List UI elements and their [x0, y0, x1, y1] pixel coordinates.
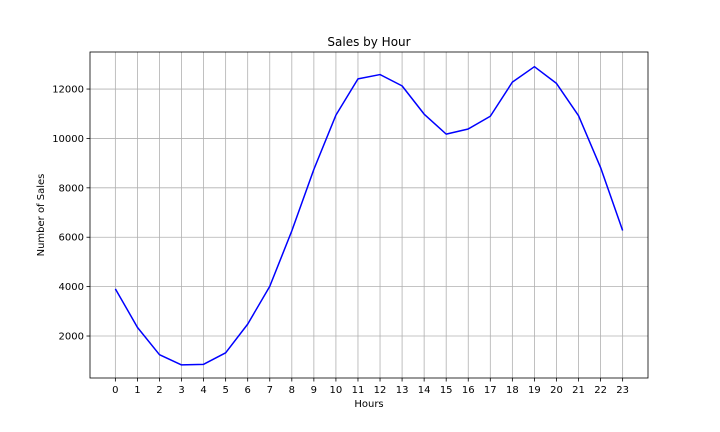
x-tick-label: 22	[594, 385, 607, 396]
x-tick-label: 7	[267, 385, 273, 396]
y-tick-label: 10000	[52, 134, 84, 145]
x-tick-label: 12	[374, 385, 387, 396]
x-tick-label: 10	[330, 385, 343, 396]
chart-title: Sales by Hour	[327, 35, 410, 49]
x-tick-label: 5	[222, 385, 228, 396]
x-tick-label: 3	[178, 385, 184, 396]
x-tick-label: 11	[352, 385, 365, 396]
x-tick-label: 20	[550, 385, 563, 396]
x-tick-label: 14	[418, 385, 431, 396]
x-tick-label: 16	[462, 385, 475, 396]
x-tick-label: 6	[245, 385, 251, 396]
x-tick-label: 17	[484, 385, 497, 396]
x-tick-label: 0	[112, 385, 118, 396]
axis-ticks: 0 1 2 3 4 5 6 7 8 9 10 11 12 13 14 15 16 17 18 19 20 21 22 2320…	[52, 85, 629, 396]
x-tick-label: 13	[396, 385, 409, 396]
x-tick-label: 19	[528, 385, 541, 396]
series-layer	[114, 65, 624, 366]
series-line	[114, 65, 624, 366]
x-tick-label: 15	[440, 385, 453, 396]
x-tick-label: 18	[506, 385, 519, 396]
x-tick-label: 1	[134, 385, 140, 396]
y-tick-label: 2000	[59, 332, 84, 343]
y-tick-label: 8000	[59, 183, 84, 194]
plot-frame	[89, 51, 649, 379]
x-tick-label: 21	[572, 385, 585, 396]
y-tick-label: 12000	[52, 85, 84, 96]
y-tick-label: 6000	[59, 233, 84, 244]
x-tick-label: 8	[289, 385, 295, 396]
y-tick-label: 4000	[59, 282, 84, 293]
x-tick-label: 23	[616, 385, 629, 396]
y-axis-label: Number of Sales	[36, 174, 47, 257]
grid-lines	[90, 52, 648, 378]
x-tick-label: 4	[200, 385, 206, 396]
x-tick-label: 9	[311, 385, 317, 396]
x-tick-label: 2	[156, 385, 162, 396]
x-axis-label: Hours	[354, 399, 383, 410]
